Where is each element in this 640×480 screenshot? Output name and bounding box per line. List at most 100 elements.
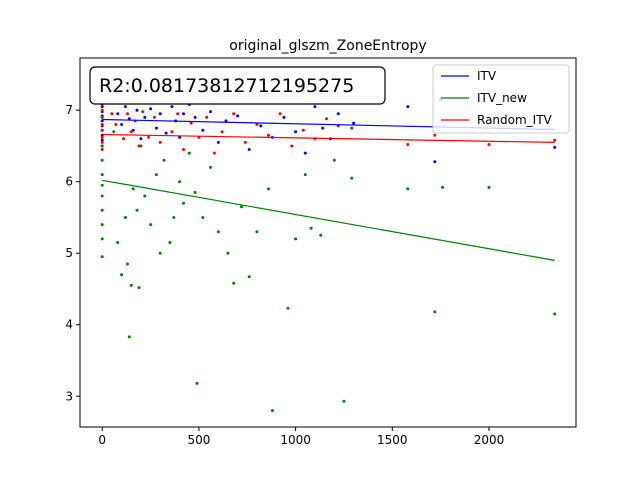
point-random_itv-31 <box>255 123 259 126</box>
point-random_itv-8 <box>110 112 114 116</box>
point-itv_new-27 <box>178 180 182 184</box>
legend-label-itv_new: ITV_new <box>477 91 527 105</box>
point-itv-38 <box>303 151 307 155</box>
point-itv-43 <box>352 121 356 125</box>
point-random_itv-12 <box>125 112 129 116</box>
point-random_itv-26 <box>205 115 209 119</box>
x-tick-label-500: 500 <box>187 433 210 447</box>
point-itv_new-41 <box>270 409 274 413</box>
point-itv_new-54 <box>553 312 557 316</box>
point-itv_new-51 <box>433 310 437 314</box>
point-itv_new-45 <box>309 226 313 230</box>
point-itv-39 <box>313 105 317 109</box>
point-random_itv-39 <box>350 126 354 130</box>
point-random_itv-34 <box>290 144 294 148</box>
point-random_itv-7 <box>100 148 104 151</box>
point-random_itv-23 <box>182 148 185 151</box>
point-itv_new-6 <box>100 223 104 227</box>
point-random_itv-15 <box>137 144 141 148</box>
fit-line-itv_new <box>102 179 555 261</box>
point-itv_new-30 <box>193 190 197 194</box>
point-itv-29 <box>209 110 212 114</box>
point-random_itv-16 <box>141 110 145 114</box>
r2-annotation-box: R2:0.08173812712195275 <box>89 66 386 105</box>
point-itv-25 <box>182 112 185 116</box>
point-itv_new-16 <box>131 187 135 191</box>
point-itv_new-4 <box>100 194 104 198</box>
point-itv_new-10 <box>116 241 120 244</box>
point-random_itv-2 <box>100 115 104 119</box>
point-random_itv-18 <box>152 115 156 119</box>
point-itv_new-40 <box>267 187 270 191</box>
point-itv_new-26 <box>172 216 176 219</box>
point-itv_new-9 <box>112 130 116 134</box>
point-itv-27 <box>193 115 197 119</box>
point-itv_new-37 <box>240 205 243 209</box>
point-itv_new-31 <box>195 381 199 385</box>
point-itv_new-21 <box>149 223 153 227</box>
point-random_itv-40 <box>406 143 410 146</box>
point-itv_new-15 <box>129 283 133 287</box>
x-tick-label-0: 0 <box>98 433 106 447</box>
point-random_itv-37 <box>325 117 328 121</box>
x-tick-label-1000: 1000 <box>280 433 311 447</box>
point-itv-20 <box>158 112 162 116</box>
legend-label-random_itv: Random_ITV <box>477 113 553 127</box>
point-itv_new-48 <box>342 399 346 403</box>
point-itv_new-1 <box>100 158 104 162</box>
point-random_itv-22 <box>176 112 180 116</box>
point-itv-30 <box>216 140 220 144</box>
chart-title: original_glszm_ZoneEntropy <box>229 38 426 54</box>
y-tick-label-6: 6 <box>65 175 73 189</box>
legend-label-itv: ITV <box>477 69 497 83</box>
point-itv-7 <box>100 138 104 142</box>
point-random_itv-41 <box>433 133 437 137</box>
point-itv-10 <box>116 112 120 116</box>
point-itv-36 <box>282 115 286 119</box>
y-tick-label-4: 4 <box>65 318 73 332</box>
point-random_itv-29 <box>232 112 236 116</box>
point-itv_new-8 <box>100 255 104 259</box>
point-itv-24 <box>178 135 182 139</box>
point-itv_new-23 <box>158 251 162 255</box>
point-itv_new-35 <box>226 251 230 255</box>
point-itv_new-46 <box>319 233 323 237</box>
point-random_itv-43 <box>553 138 557 142</box>
point-itv-37 <box>294 130 298 134</box>
point-itv_new-50 <box>406 187 410 191</box>
point-itv_new-25 <box>168 241 172 244</box>
point-random_itv-5 <box>100 135 104 139</box>
point-random_itv-13 <box>129 130 133 134</box>
point-itv_new-32 <box>201 216 205 219</box>
point-random_itv-30 <box>243 140 247 144</box>
point-itv-32 <box>236 114 240 118</box>
legend-box <box>432 64 570 134</box>
point-random_itv-32 <box>267 133 270 137</box>
point-itv-17 <box>143 115 147 119</box>
point-random_itv-1 <box>100 108 104 112</box>
point-itv_new-7 <box>100 237 104 241</box>
y-tick-label-7: 7 <box>65 103 73 117</box>
point-itv_new-44 <box>303 173 307 177</box>
point-itv-15 <box>135 108 139 112</box>
point-itv_new-24 <box>162 158 166 162</box>
x-tick-label-1500: 1500 <box>377 433 408 447</box>
point-random_itv-35 <box>301 128 305 132</box>
point-itv-19 <box>154 126 158 130</box>
point-itv-33 <box>247 148 251 151</box>
point-itv_new-17 <box>135 208 139 212</box>
legend: ITV ITV_new Random_ITV <box>432 64 570 134</box>
point-itv_new-29 <box>187 151 191 155</box>
point-random_itv-4 <box>100 128 104 132</box>
point-random_itv-6 <box>100 140 104 144</box>
point-itv-22 <box>170 105 174 109</box>
point-itv-48 <box>553 145 557 149</box>
point-itv_new-14 <box>127 335 131 339</box>
point-itv-3 <box>100 119 104 123</box>
point-itv-28 <box>201 128 205 132</box>
point-random_itv-19 <box>158 140 162 144</box>
r2-annotation: R2:0.08173812712195275 <box>99 75 354 97</box>
point-itv_new-34 <box>216 230 220 234</box>
point-random_itv-28 <box>220 130 224 134</box>
y-tick-label-5: 5 <box>65 246 73 260</box>
